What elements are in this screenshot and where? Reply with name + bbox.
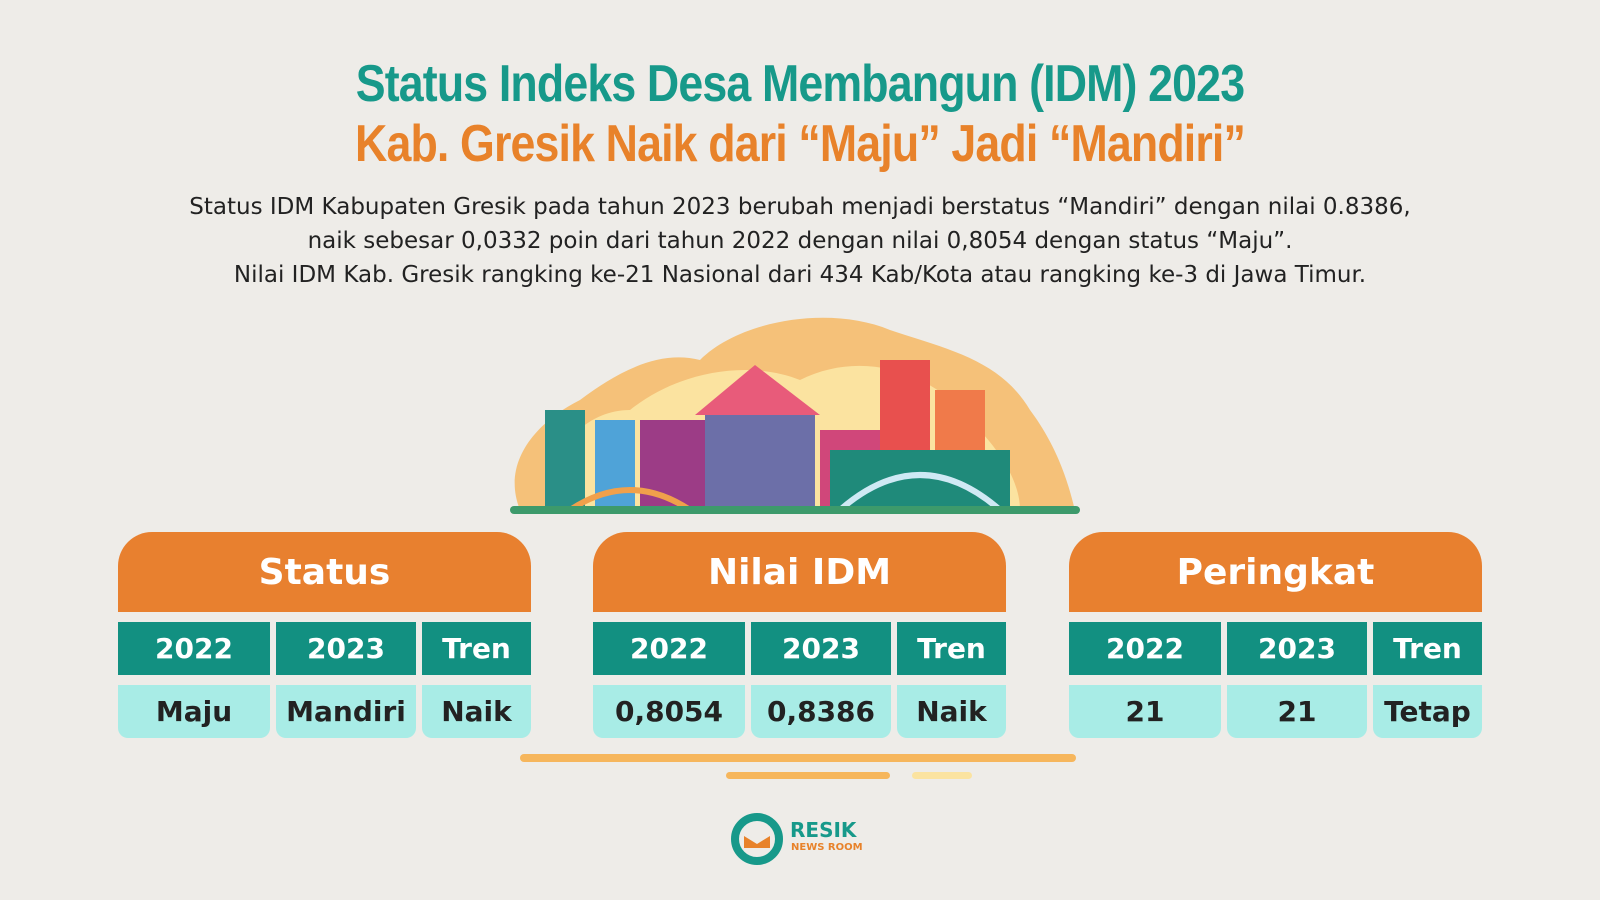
- column-header: 2022: [1069, 622, 1221, 675]
- column-header: 2022: [593, 622, 745, 675]
- cell-value: Mandiri: [276, 685, 416, 738]
- logo-icon: [731, 813, 783, 865]
- column-header: Tren: [422, 622, 531, 675]
- cell-value: Maju: [118, 685, 270, 738]
- card-title: Status: [118, 532, 531, 612]
- subtitle: Kab. Gresik Naik dari “Maju” Jadi “Mandi…: [355, 115, 1246, 173]
- column-header: 2023: [751, 622, 891, 675]
- description-line: Status IDM Kabupaten Gresik pada tahun 2…: [189, 194, 1411, 220]
- column-header: 2023: [276, 622, 416, 675]
- cell-value: 0,8054: [593, 685, 745, 738]
- decor-line: [912, 772, 972, 779]
- title: Status Indeks Desa Membangun (IDM) 2023: [355, 55, 1245, 113]
- column-header: 2023: [1227, 622, 1367, 675]
- card-title: Peringkat: [1069, 532, 1482, 612]
- column-header: Tren: [897, 622, 1006, 675]
- decor-line: [520, 754, 1076, 762]
- cell-value: Naik: [897, 685, 1006, 738]
- column-header: 2022: [118, 622, 270, 675]
- card-title: Nilai IDM: [593, 532, 1006, 612]
- cell-value: Tetap: [1373, 685, 1482, 738]
- logo-tagline: NEWS ROOM: [791, 842, 863, 853]
- logo-name: RESIK: [790, 818, 857, 842]
- description-line: Nilai IDM Kab. Gresik rangking ke-21 Nas…: [233, 262, 1367, 288]
- description-line: naik sebesar 0,0332 poin dari tahun 2022…: [307, 228, 1293, 254]
- cell-value: 21: [1227, 685, 1367, 738]
- description: Status IDM Kabupaten Gresik pada tahun 2…: [0, 190, 1600, 292]
- decor-line: [726, 772, 890, 779]
- cell-value: 0,8386: [751, 685, 891, 738]
- column-header: Tren: [1373, 622, 1482, 675]
- city-illustration: [510, 317, 1080, 514]
- cell-value: Naik: [422, 685, 531, 738]
- cell-value: 21: [1069, 685, 1221, 738]
